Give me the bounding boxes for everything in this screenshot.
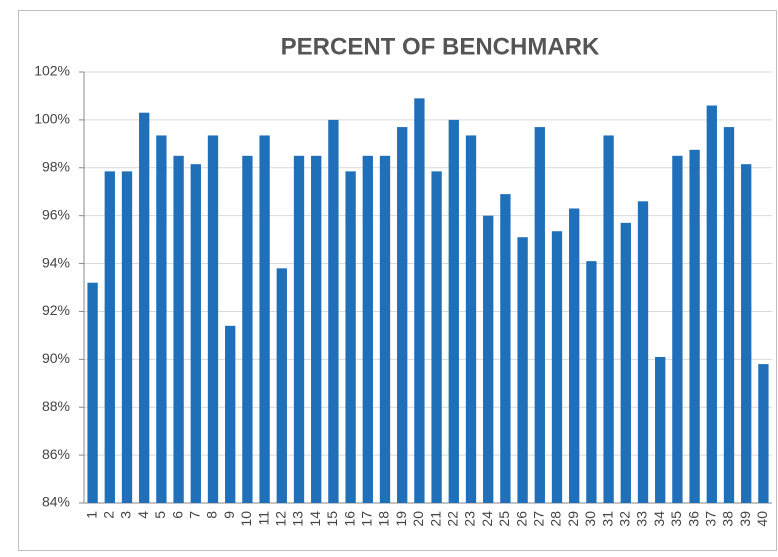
x-tick-label: 20 [410, 511, 426, 527]
y-tick-label: 96% [42, 206, 70, 222]
x-tick-label: 26 [513, 511, 529, 527]
bar [569, 208, 580, 503]
x-tick-label: 9 [221, 511, 237, 519]
bar [689, 149, 700, 503]
x-tick-label: 31 [599, 511, 615, 527]
bar [655, 356, 666, 503]
bar [345, 171, 356, 503]
bar [500, 194, 511, 503]
x-tick-label: 33 [634, 511, 650, 527]
bar [431, 171, 442, 503]
x-tick-label: 30 [582, 511, 598, 527]
x-tick-label: 4 [135, 511, 151, 519]
x-tick-label: 39 [737, 511, 753, 527]
x-tick-label: 35 [668, 511, 684, 527]
bar [328, 119, 339, 503]
x-tick-label: 17 [359, 511, 375, 527]
x-tick-label: 36 [685, 511, 701, 527]
bar [156, 135, 167, 504]
bar [448, 119, 459, 503]
bar [242, 155, 253, 504]
x-tick-label: 19 [393, 511, 409, 527]
bar [397, 127, 408, 504]
x-tick-label: 29 [565, 511, 581, 527]
bar [87, 282, 98, 503]
bar [723, 127, 735, 504]
x-tick-label: 5 [152, 511, 168, 519]
x-tick-label: 23 [462, 511, 478, 527]
bar [672, 155, 683, 504]
y-tick-label: 90% [42, 350, 70, 366]
x-tick-label: 11 [255, 511, 271, 526]
bar [741, 164, 752, 504]
y-tick-label: 86% [42, 446, 70, 462]
bar [637, 201, 649, 504]
bar [311, 155, 322, 504]
x-tick-label: 12 [273, 511, 289, 527]
x-tick-label: 15 [324, 511, 340, 527]
y-tick-label: 98% [42, 158, 70, 174]
bar [190, 164, 201, 504]
bar [620, 222, 631, 503]
bar [173, 155, 184, 504]
x-tick-label: 37 [703, 511, 719, 527]
bar [139, 112, 150, 503]
bar [104, 171, 115, 503]
x-tick-label: 7 [187, 511, 203, 519]
x-tick-label: 28 [548, 511, 564, 527]
y-tick-label: 94% [42, 254, 70, 270]
y-tick-label: 92% [42, 302, 70, 318]
bar [362, 155, 373, 504]
x-tick-label: 3 [118, 511, 134, 519]
x-tick-label: 6 [169, 511, 185, 519]
x-tick-label: 24 [479, 511, 495, 527]
x-tick-label: 14 [307, 511, 323, 527]
bar [603, 135, 614, 504]
x-tick-label: 18 [376, 511, 392, 527]
bar [534, 127, 545, 504]
x-tick-label: 25 [496, 511, 512, 527]
y-tick-label: 84% [42, 494, 70, 510]
bar [517, 237, 528, 503]
x-tick-label: 13 [290, 511, 306, 527]
bar [414, 98, 425, 503]
x-tick-label: 22 [445, 511, 461, 527]
y-tick-label: 100% [34, 111, 70, 127]
x-tick-label: 32 [617, 511, 633, 527]
bar [465, 135, 477, 504]
bar [706, 105, 717, 504]
bar [121, 171, 133, 503]
chart-title: PERCENT OF BENCHMARK [281, 33, 600, 60]
bar [259, 135, 270, 504]
x-tick-label: 8 [204, 511, 220, 519]
bar [293, 155, 305, 504]
y-tick-label: 102% [34, 63, 70, 79]
bar [207, 135, 219, 504]
x-tick-label: 21 [427, 511, 443, 527]
bar [551, 231, 563, 503]
x-tick-label: 2 [101, 511, 117, 519]
y-tick-label: 88% [42, 398, 70, 414]
bar [225, 325, 236, 503]
x-tick-label: 16 [341, 511, 357, 527]
x-tick-label: 10 [238, 511, 254, 527]
bar [379, 155, 391, 504]
x-tick-label: 38 [720, 511, 736, 527]
x-tick-label: 1 [83, 511, 99, 519]
x-tick-label: 40 [754, 511, 770, 527]
bar [483, 215, 494, 503]
x-tick-label: 27 [531, 511, 547, 527]
bar [276, 268, 287, 503]
bar [586, 261, 597, 503]
bar [758, 364, 769, 503]
x-tick-label: 34 [651, 511, 667, 527]
